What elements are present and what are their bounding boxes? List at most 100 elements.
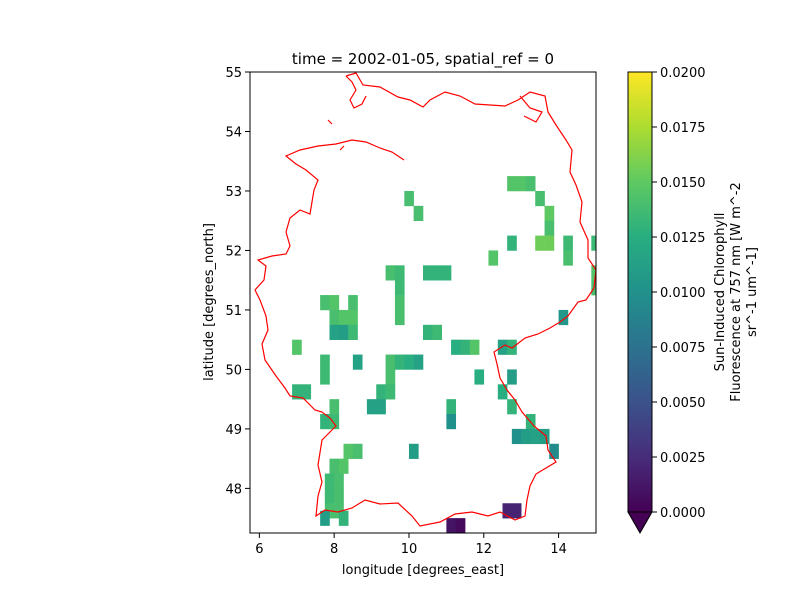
heatmap-cell [446, 399, 457, 415]
heatmap-cell [432, 265, 442, 281]
heatmap-cell [376, 384, 386, 400]
y-tick-label: 53 [225, 185, 242, 200]
heatmap-cell [544, 205, 555, 222]
heatmap-cell [394, 309, 405, 326]
y-tick-label: 52 [225, 244, 242, 259]
heatmap-cell [507, 235, 517, 251]
x-axis-ticks: 6 8 10 12 14 [255, 533, 567, 557]
heatmap-cell [516, 176, 527, 192]
heatmap-cell [511, 428, 522, 445]
heatmap-cell [563, 235, 573, 251]
heatmap-cell [563, 250, 573, 266]
heatmap-cell [507, 176, 517, 192]
heatmap-cell [488, 250, 499, 266]
heatmap-cell [376, 399, 386, 415]
heatmap-cell [320, 510, 330, 526]
heatmap-cell [329, 414, 340, 430]
heatmap-cell [338, 309, 349, 326]
heatmap-cell [530, 428, 541, 445]
germany-border [254, 72, 596, 527]
plot-frame [249, 71, 597, 534]
colorbar-label-line-1: Sun-Induced Chlorophyll [713, 213, 728, 372]
heatmap-cell [324, 488, 335, 504]
heatmap-cell [497, 384, 508, 400]
chart-title: time = 2002-01-05, spatial_ref = 0 [292, 50, 554, 69]
heatmap-cell [292, 339, 302, 355]
heatmap-cell [474, 369, 485, 385]
colorbar-tick-label: 0.0100 [660, 286, 706, 301]
colorbar-tick-label: 0.0050 [660, 396, 706, 411]
heatmap-cell [334, 473, 344, 489]
heatmap-cell [385, 354, 396, 370]
heatmap-cell [329, 458, 340, 474]
heatmap-cell [413, 354, 424, 370]
heatmap-cell [352, 354, 363, 370]
heatmap-cell [423, 324, 433, 340]
heatmap-cell [329, 295, 340, 311]
heatmap-cell [404, 190, 414, 207]
y-axis-ticks: 48 49 50 51 52 53 54 55 [225, 66, 250, 497]
y-tick-label: 50 [225, 363, 242, 378]
heatmap-cell [558, 309, 569, 326]
heatmap-cell [544, 220, 555, 236]
heatmap-cell [292, 384, 302, 400]
heatmap-cell [497, 339, 508, 355]
heatmap-cell [385, 369, 396, 385]
heatmap-cell [446, 414, 457, 430]
colorbar-ticks: 0.0000 0.0025 0.0050 0.0075 0.0100 0.0125 0.01… [652, 66, 706, 521]
x-tick-label: 8 [330, 542, 338, 557]
heatmap-cell [591, 235, 596, 251]
heatmap-cell [385, 265, 396, 281]
heatmap-cell [338, 458, 349, 474]
heatmap-cell [525, 176, 536, 192]
x-tick-label: 12 [476, 542, 493, 557]
heatmap-cell [535, 190, 545, 207]
x-tick-label: 10 [401, 542, 418, 557]
heatmap-cell [535, 235, 545, 251]
y-tick-label: 48 [225, 482, 242, 497]
x-axis-label: longitude [degrees_east] [342, 563, 504, 578]
colorbar-tick-label: 0.0175 [660, 121, 706, 136]
heatmap-cell [343, 443, 354, 459]
y-tick-label: 49 [225, 423, 242, 438]
heatmap-cell [320, 414, 330, 430]
heatmap-cell [507, 399, 517, 415]
heatmap-cell [455, 518, 466, 533]
colorbar-label-line-2: Fluorescence at 757 nm [W m^-2 [729, 182, 744, 402]
heatmap-cell [394, 354, 405, 370]
colorbar-tick-label: 0.0000 [660, 506, 706, 521]
colorbar-tick-label: 0.0150 [660, 176, 706, 191]
heatmap-cell [507, 369, 517, 385]
heatmap-cell [539, 428, 550, 445]
colorbar-label-line-3: sr^-1 um^-1] [745, 247, 760, 337]
colorbar-tick-label: 0.0200 [660, 66, 706, 81]
heatmap-cell [544, 235, 555, 251]
y-tick-label: 51 [225, 304, 242, 319]
colorbar-tick-label: 0.0075 [660, 341, 706, 356]
heatmap-cell [334, 488, 344, 504]
x-tick-label: 6 [255, 542, 263, 557]
heatmap-cell [338, 510, 349, 526]
heatmap-cell [502, 503, 513, 519]
heatmap-cell [460, 339, 471, 355]
colorbar-tick-label: 0.0125 [660, 231, 706, 246]
heatmap-cell [451, 339, 461, 355]
heatmap-cell [338, 324, 349, 340]
heatmap-cell [366, 399, 377, 415]
heatmap-cell [432, 324, 442, 340]
heatmap-cell [423, 265, 433, 281]
heatmap-cell [301, 384, 312, 400]
heatmap-cell [394, 265, 405, 281]
heatmap-cell [413, 205, 424, 222]
heatmap-cell [348, 324, 358, 340]
heatmap-cells [292, 176, 596, 533]
heatmap-cell [348, 295, 358, 311]
heatmap-cell [320, 354, 330, 370]
y-tick-label: 55 [225, 66, 242, 81]
heatmap-cell [441, 265, 452, 281]
heatmap-cell [352, 443, 363, 459]
heatmap-cell [324, 473, 335, 489]
heatmap-cell [320, 369, 330, 385]
heatmap-cell [469, 339, 480, 355]
